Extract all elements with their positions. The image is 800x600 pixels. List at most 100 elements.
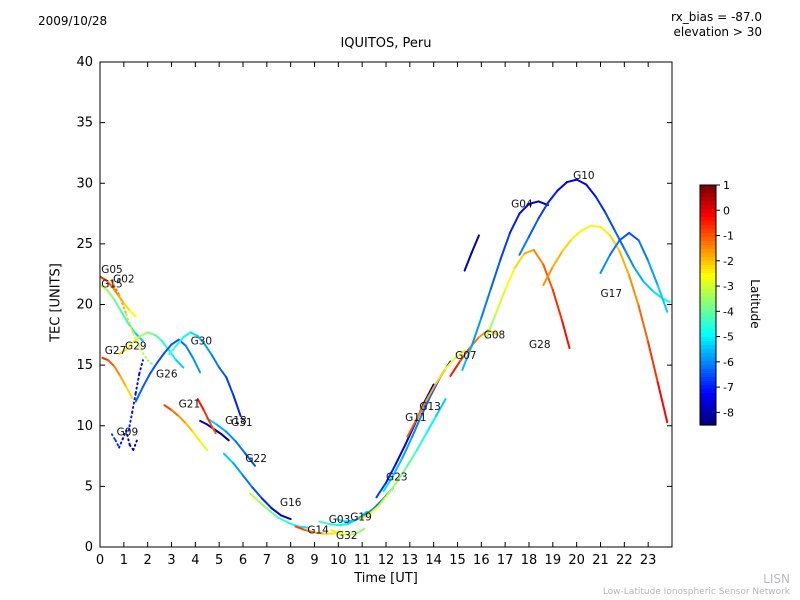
x-tick-label: 10 — [330, 553, 347, 568]
colorbar-tick-label: -8 — [723, 406, 734, 419]
sat-label-G07: G07 — [455, 350, 477, 362]
sat-label-G23: G23 — [386, 471, 408, 483]
date-label: 2009/10/28 — [38, 14, 108, 28]
colorbar-segment — [700, 385, 716, 390]
colorbar-segment — [700, 209, 716, 214]
x-tick-label: 21 — [592, 553, 609, 568]
x-axis-label: Time [UT] — [354, 571, 418, 586]
track-G26 — [184, 344, 194, 359]
sat-label-G32: G32 — [336, 530, 358, 542]
track-G13 — [401, 435, 414, 459]
track-G30 — [196, 335, 206, 346]
track-G13 — [392, 456, 404, 477]
track-G18 — [213, 428, 223, 436]
track-G22 — [270, 507, 283, 517]
track-G28 — [523, 248, 535, 255]
elevation-label: elevation > 30 — [673, 25, 763, 39]
colorbar-segment — [700, 373, 716, 378]
x-tick-label: 13 — [402, 553, 419, 568]
track-G17 — [570, 229, 583, 241]
track-G17 — [542, 265, 554, 287]
colorbar-segment — [700, 189, 716, 194]
track-G17 — [561, 238, 573, 253]
track-G09 — [110, 433, 117, 442]
track-G26 — [134, 385, 144, 403]
track-unlabeled-1 — [599, 253, 612, 274]
track-G07 — [406, 417, 418, 438]
track-G10 — [623, 247, 635, 268]
track-G22 — [232, 462, 244, 477]
track-unlabeled-2 — [196, 398, 205, 411]
track-G21 — [184, 422, 194, 433]
track-G10 — [604, 211, 616, 232]
sat-label-G02: G02 — [113, 274, 135, 286]
track-G16 — [277, 516, 290, 524]
track-G04 — [499, 231, 511, 261]
watermark-network-name: Low-Latitude Ionospheric Sensor Network — [602, 587, 790, 597]
track-G27 — [101, 356, 110, 362]
track-G29 — [132, 335, 142, 344]
y-axis-label: TEC [UNITS] — [48, 263, 64, 342]
track-G02 — [146, 359, 156, 368]
track-G10 — [528, 217, 540, 238]
colorbar-segment — [700, 205, 716, 210]
track-G05 — [128, 309, 137, 318]
colorbar-segment — [700, 381, 716, 386]
x-tick-label: 3 — [167, 553, 175, 568]
colorbar-segment — [700, 197, 716, 202]
colorbar-tick-label: -7 — [723, 381, 734, 394]
track-G17 — [551, 250, 564, 268]
track-G05 — [104, 279, 113, 288]
colorbar-tick-label: -3 — [723, 280, 734, 293]
track-G05 — [110, 285, 119, 296]
sat-label-G09: G09 — [117, 426, 139, 438]
colorbar-segment — [700, 273, 716, 278]
colorbar-segment — [700, 285, 716, 290]
track-G19 — [354, 514, 366, 522]
track-G22 — [222, 452, 235, 465]
track-G22 — [242, 474, 254, 489]
colorbar-label: Latitude — [748, 279, 762, 329]
colorbar-segment — [700, 329, 716, 334]
y-tick-label: 40 — [76, 55, 93, 70]
track-G31 — [234, 440, 247, 455]
y-tick-label: 15 — [76, 358, 93, 373]
colorbar-segment — [700, 325, 716, 330]
track-G23 — [396, 464, 409, 482]
track-G10 — [585, 183, 597, 198]
x-tick-label: 11 — [354, 553, 371, 568]
track-G29 — [118, 348, 128, 356]
x-tick-label: 18 — [521, 553, 538, 568]
series-layer — [100, 178, 671, 536]
track-G21 — [170, 408, 180, 418]
track-G14 — [294, 525, 306, 532]
track-G15 — [106, 288, 116, 301]
track-G11 — [394, 444, 407, 466]
track-G16 — [258, 501, 271, 512]
track-G10 — [547, 189, 559, 204]
colorbar-segment — [700, 393, 716, 398]
colorbar-segment — [700, 421, 716, 426]
colorbar-tick-label: -2 — [723, 255, 734, 268]
track-G26 — [141, 372, 152, 388]
x-tick-label: 23 — [640, 553, 657, 568]
track-G03 — [327, 522, 340, 527]
colorbar-segment — [700, 305, 716, 310]
colorbar-segment — [700, 413, 716, 418]
track-G28 — [551, 288, 564, 323]
colorbar-segment — [700, 401, 716, 406]
colorbar-segment — [700, 357, 716, 362]
track-G29 — [175, 359, 185, 369]
track-G19 — [334, 518, 347, 523]
track-G28 — [561, 320, 571, 350]
track-G29 — [125, 341, 135, 351]
track-G02 — [139, 348, 149, 362]
track-G15 — [120, 310, 130, 325]
track-G18 — [220, 433, 230, 442]
track-G31 — [215, 423, 228, 433]
track-G30 — [203, 343, 214, 357]
sat-label-G28: G28 — [529, 339, 551, 351]
sat-label-G27: G27 — [105, 345, 127, 357]
track-G02 — [118, 293, 128, 316]
